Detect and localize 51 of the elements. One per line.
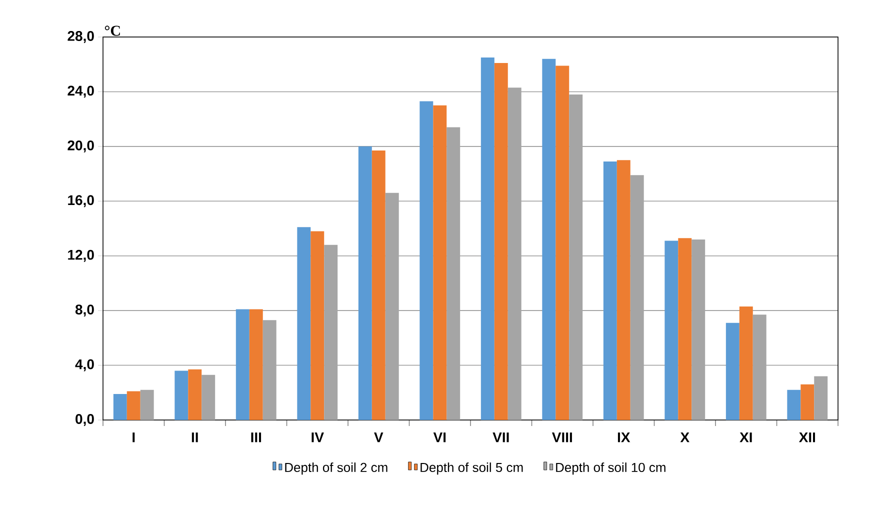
y-tick-label: 24,0 xyxy=(68,86,94,98)
bar xyxy=(236,309,250,420)
bar xyxy=(249,309,263,420)
bar xyxy=(494,62,508,420)
bar xyxy=(739,306,753,420)
bar xyxy=(174,370,188,420)
bar xyxy=(420,101,434,420)
bar xyxy=(787,390,801,420)
bar xyxy=(800,384,814,420)
bar xyxy=(113,394,127,420)
legend-label: Depth of soil 2 cm xyxy=(285,462,388,475)
x-tick-label: III xyxy=(251,432,262,442)
bar xyxy=(310,231,324,420)
bar xyxy=(480,58,494,420)
x-tick-label: VI xyxy=(433,432,446,442)
bar xyxy=(603,161,617,420)
x-tick-label: V xyxy=(374,432,384,442)
y-tick-label: 16,0 xyxy=(68,195,94,208)
bar xyxy=(297,227,311,420)
bar xyxy=(616,160,630,420)
x-tick-label: I xyxy=(132,432,135,442)
x-tick-label: II xyxy=(192,432,198,442)
y-tick-label: 8,0 xyxy=(75,304,94,317)
bar xyxy=(202,374,216,420)
bar xyxy=(140,390,154,420)
bar xyxy=(664,240,678,420)
y-tick-label: 20,0 xyxy=(68,140,94,152)
bar xyxy=(726,322,740,420)
bar xyxy=(433,105,447,420)
y-tick-label: 4,0 xyxy=(75,359,94,372)
x-tick-label: IV xyxy=(312,432,324,442)
bar xyxy=(678,238,692,420)
bar xyxy=(372,150,386,420)
bar xyxy=(814,376,828,420)
bar xyxy=(556,66,570,420)
x-tick-label: IX xyxy=(618,432,630,442)
x-tick-label: X xyxy=(680,432,690,442)
legend-label: Depth of soil 10 cm xyxy=(556,462,666,475)
bar xyxy=(358,146,372,420)
y-tick-label: 12,0 xyxy=(68,250,94,262)
bar xyxy=(188,369,202,420)
bar xyxy=(126,391,140,420)
x-tick-label: VII xyxy=(492,432,509,442)
y-tick-label: 0,0 xyxy=(76,414,94,426)
x-tick-label: XII xyxy=(798,432,816,442)
y-tick-label: 28,0 xyxy=(68,31,94,43)
bar xyxy=(542,58,556,420)
y-axis-title: °C xyxy=(104,26,120,36)
legend-label: Depth of soil 5 cm xyxy=(420,462,523,475)
x-tick-label: XI xyxy=(740,432,752,442)
x-tick-label: VIII xyxy=(552,432,572,442)
